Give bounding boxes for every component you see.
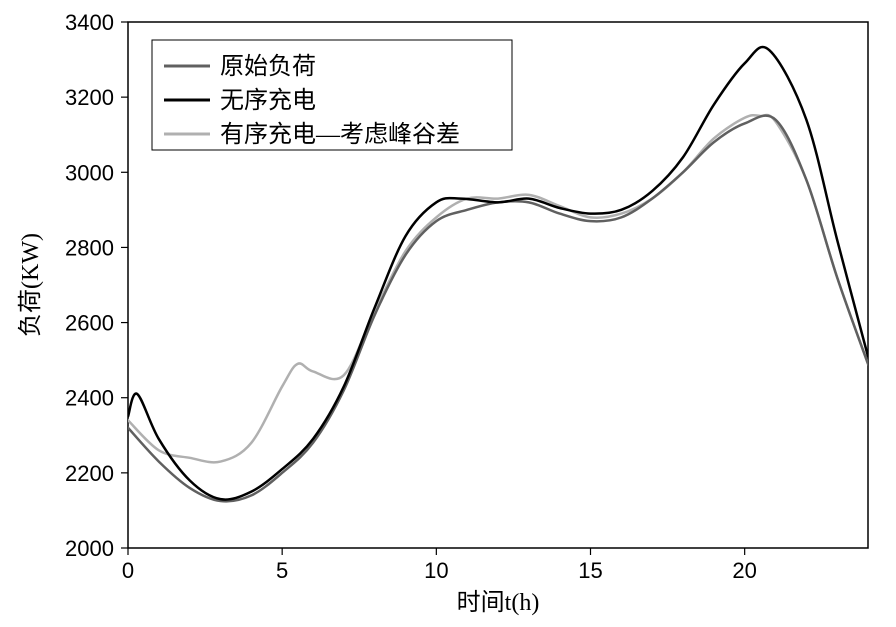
x-tick-label: 15 — [578, 558, 602, 583]
legend-label: 原始负荷 — [220, 53, 316, 80]
y-tick-label: 3200 — [65, 85, 114, 110]
legend-label: 有序充电—考虑峰谷差 — [220, 121, 460, 148]
y-tick-label: 2000 — [65, 536, 114, 561]
x-axis-label: 时间t(h) — [457, 589, 540, 616]
y-tick-label: 2800 — [65, 235, 114, 260]
series-line — [128, 116, 868, 502]
y-tick-label: 2200 — [65, 461, 114, 486]
y-tick-label: 2600 — [65, 311, 114, 336]
y-tick-label: 3000 — [65, 160, 114, 185]
x-tick-label: 10 — [424, 558, 448, 583]
x-tick-label: 20 — [732, 558, 756, 583]
y-axis-label: 负荷(KW) — [17, 233, 44, 337]
y-tick-label: 3400 — [65, 10, 114, 35]
x-tick-label: 5 — [276, 558, 288, 583]
x-tick-label: 0 — [122, 558, 134, 583]
chart-svg: 0 5 10 15 20 2000 2200 2400 2600 2800 3000 3200 3400… — [0, 0, 896, 627]
legend-label: 无序充电 — [220, 87, 316, 114]
load-chart: 0 5 10 15 20 2000 2200 2400 2600 2800 3000 3200 3400… — [0, 0, 896, 627]
y-tick-label: 2400 — [65, 386, 114, 411]
series-line — [128, 115, 868, 462]
